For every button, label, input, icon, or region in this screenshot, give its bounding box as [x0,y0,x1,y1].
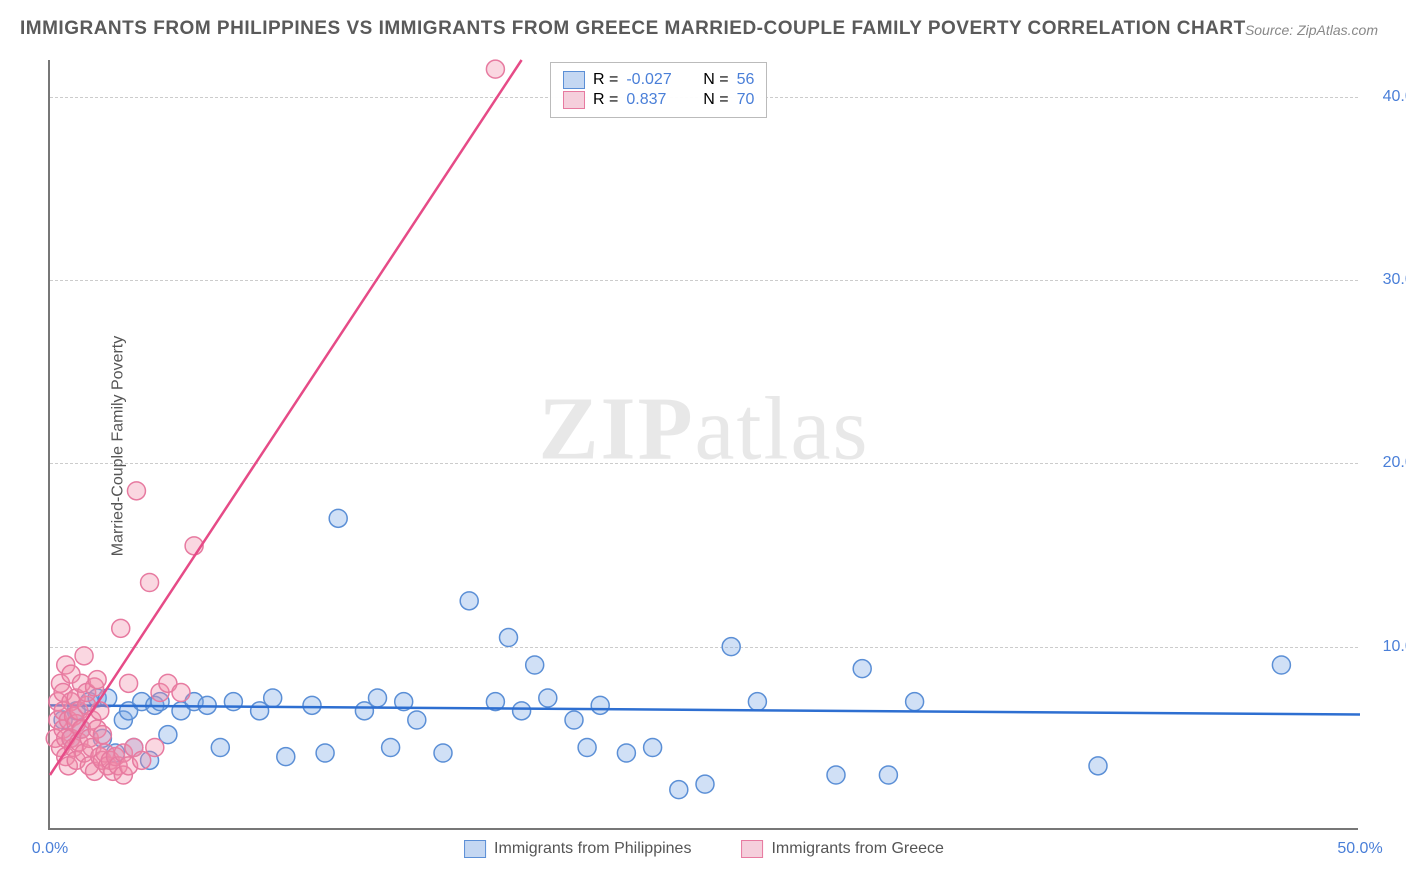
legend-swatch [464,840,486,858]
trend-line [50,705,1360,714]
data-point [617,744,635,762]
r-value: 0.837 [626,91,686,109]
data-point [382,739,400,757]
data-point [748,693,766,711]
legend-item: Immigrants from Greece [741,840,943,858]
y-tick-label: 10.0% [1368,638,1406,656]
data-point [75,647,93,665]
legend-swatch [563,71,585,89]
data-point [526,656,544,674]
source-attribution: Source: ZipAtlas.com [1245,22,1378,38]
data-point [434,744,452,762]
data-point [565,711,583,729]
data-point [172,684,190,702]
data-point [500,629,518,647]
data-point [127,482,145,500]
data-point [827,766,845,784]
data-point [591,696,609,714]
n-label: N = [694,71,728,89]
data-point [369,689,387,707]
data-point [211,739,229,757]
data-point [906,693,924,711]
data-point [120,674,138,692]
legend-label: Immigrants from Philippines [494,840,691,858]
chart-title: IMMIGRANTS FROM PHILIPPINES VS IMMIGRANT… [20,18,1246,40]
data-point [722,638,740,656]
data-point [112,619,130,637]
y-tick-label: 30.0% [1368,271,1406,289]
data-point [853,660,871,678]
data-point [146,739,164,757]
data-point [264,689,282,707]
legend-swatch [741,840,763,858]
data-point [539,689,557,707]
data-point [277,748,295,766]
stat-legend-row: R = 0.837 N = 70 [563,91,754,109]
legend-swatch [563,91,585,109]
data-point [88,671,106,689]
legend-label: Immigrants from Greece [771,840,943,858]
stat-legend-row: R = -0.027 N = 56 [563,71,754,89]
scatter-plot-svg [50,60,1358,828]
data-point [141,574,159,592]
data-point [329,509,347,527]
n-value: 70 [737,91,755,109]
y-tick-label: 20.0% [1368,454,1406,472]
data-point [696,775,714,793]
data-point [578,739,596,757]
data-point [670,781,688,799]
data-point [513,702,531,720]
x-tick-label: 50.0% [1337,840,1382,858]
data-point [1272,656,1290,674]
data-point [316,744,334,762]
data-point [408,711,426,729]
data-point [93,726,111,744]
data-point [644,739,662,757]
r-label: R = [593,71,618,89]
legend-item: Immigrants from Philippines [464,840,691,858]
n-label: N = [694,91,728,109]
chart-plot-area: ZIPatlas 10.0%20.0%30.0%40.0% R =-0.027 … [48,60,1358,830]
data-point [879,766,897,784]
r-label: R = [593,91,618,109]
correlation-stats-box: R = -0.027 N = 56 R = 0.837 N = 70 [550,62,767,118]
x-tick-label: 0.0% [32,840,68,858]
n-value: 56 [737,71,755,89]
trend-line [50,60,522,775]
y-tick-label: 40.0% [1368,88,1406,106]
data-point [303,696,321,714]
data-point [1089,757,1107,775]
r-value: -0.027 [626,71,686,89]
data-point [224,693,242,711]
data-point [460,592,478,610]
series-legend: Immigrants from Philippines Immigrants fr… [464,840,944,858]
data-point [486,60,504,78]
